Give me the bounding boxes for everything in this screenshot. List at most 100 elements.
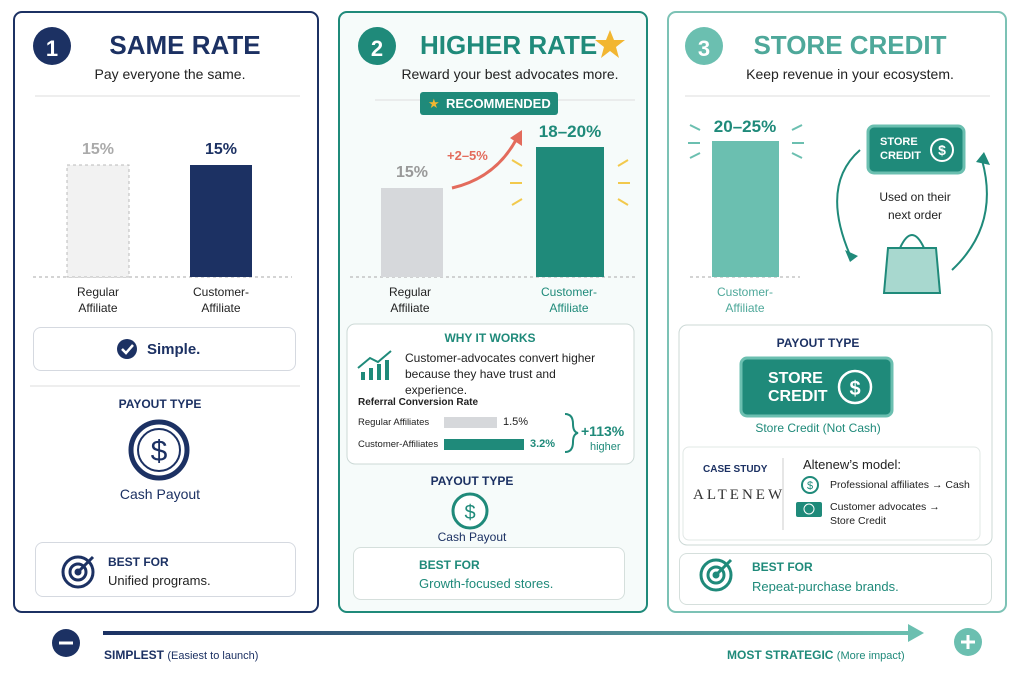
mini-chart-title: Referral Conversion Rate bbox=[358, 397, 479, 408]
dollar-icon bbox=[801, 476, 819, 494]
payout-heading: PAYOUT TYPE bbox=[776, 336, 860, 350]
why-heading: WHY IT WORKS bbox=[444, 331, 536, 345]
highlight-text: Simple. bbox=[147, 341, 201, 358]
dollar-icon bbox=[137, 428, 181, 472]
dollar-icon bbox=[803, 503, 815, 515]
dollar-sign: $ bbox=[464, 502, 475, 524]
panel-subtitle: Keep revenue in your ecosystem. bbox=[746, 66, 954, 82]
panel-subtitle: Reward your best advocates more. bbox=[401, 66, 619, 82]
increase-label: +2–5% bbox=[447, 148, 488, 163]
badge-text: RECOMMENDED bbox=[446, 96, 551, 111]
bar-value: 15% bbox=[395, 164, 429, 181]
panel-frame bbox=[13, 11, 319, 613]
bag-icon bbox=[882, 247, 942, 294]
bar bbox=[712, 141, 779, 277]
row-value: 1.5% bbox=[503, 416, 529, 428]
best-for-heading: BEST FOR bbox=[752, 560, 813, 574]
ticket-text: STORE CREDIT bbox=[880, 136, 921, 162]
number-badge bbox=[33, 27, 71, 65]
bar-value: 15% bbox=[204, 141, 238, 158]
scale-left-note: (Easiest to launch) bbox=[167, 650, 259, 662]
scale-right: MOST STRATEGIC (More impact) bbox=[727, 648, 905, 662]
bar-value: 15% bbox=[81, 141, 115, 158]
dollar-sign: $ bbox=[849, 378, 860, 400]
bar bbox=[444, 439, 524, 450]
why-text: Customer-advocates convert higher becaus… bbox=[405, 351, 596, 397]
growth-icon bbox=[361, 360, 389, 380]
arrow-head bbox=[510, 130, 522, 146]
brace bbox=[564, 413, 579, 453]
dollar-sign: $ bbox=[807, 480, 813, 492]
badge bbox=[420, 92, 558, 115]
scale-line bbox=[103, 631, 911, 635]
bar-label: Regular Affiliate bbox=[76, 285, 120, 315]
panel-subtitle: Pay everyone the same. bbox=[94, 66, 246, 82]
scale-left-label: SIMPLEST bbox=[104, 648, 165, 662]
scale-right-note: (More impact) bbox=[836, 650, 905, 662]
best-for-box bbox=[35, 542, 296, 597]
panel-title: STORE CREDIT bbox=[753, 30, 947, 60]
glow-rays bbox=[510, 159, 630, 206]
bar-label: Customer-Affiliate bbox=[540, 285, 597, 315]
arrow-head bbox=[908, 624, 924, 642]
cycle-note: Used on their next order bbox=[879, 190, 951, 222]
target-icon bbox=[61, 555, 95, 589]
case-model: Altenew’s model: bbox=[803, 457, 902, 472]
payout-heading: PAYOUT TYPE bbox=[118, 397, 202, 411]
best-for-heading: BEST FOR bbox=[108, 555, 169, 569]
bar bbox=[536, 147, 604, 277]
payout-type: Store Credit (Not Cash) bbox=[755, 421, 881, 435]
payout-heading: PAYOUT TYPE bbox=[430, 474, 514, 488]
cycle-arrow bbox=[951, 159, 988, 271]
payout-type: Cash Payout bbox=[119, 486, 201, 502]
scale-right-label: MOST STRATEGIC bbox=[727, 648, 834, 662]
highlight-box bbox=[33, 327, 296, 371]
dollar-icon bbox=[930, 138, 954, 162]
case-logo: ALTENEW bbox=[693, 487, 786, 503]
dollar-sign: $ bbox=[151, 435, 168, 468]
scale-left: SIMPLEST (Easiest to launch) bbox=[104, 648, 258, 662]
payout-type: Cash Payout bbox=[437, 530, 507, 544]
number-badge bbox=[685, 27, 723, 65]
row-value: 3.2% bbox=[530, 438, 556, 450]
lift-note: higher bbox=[590, 441, 621, 453]
bar-label: Regular Affiliate bbox=[388, 285, 432, 315]
arrow-head bbox=[845, 250, 858, 262]
bar bbox=[66, 164, 130, 278]
case-item: Professional affiliates → Cash bbox=[830, 479, 970, 491]
growth-line bbox=[357, 350, 392, 369]
best-for-heading: BEST FOR bbox=[419, 558, 480, 572]
bar-label: Customer-Affiliate bbox=[716, 285, 773, 315]
arrow-head bbox=[976, 152, 990, 165]
best-for-box bbox=[353, 547, 625, 600]
increase-arrow bbox=[451, 139, 518, 190]
panel-title: HIGHER RATE bbox=[420, 30, 598, 60]
badge-star: ★ bbox=[428, 96, 440, 111]
bar bbox=[190, 165, 252, 277]
best-for-text: Repeat-purchase brands. bbox=[752, 579, 899, 594]
number-badge bbox=[358, 27, 396, 65]
ticket-text: STORE CREDIT bbox=[768, 370, 828, 405]
ticket bbox=[739, 356, 894, 418]
panel-number: 1 bbox=[45, 36, 59, 61]
case-item: Customer advocates → Store Credit bbox=[830, 501, 940, 527]
lift-value: +113% bbox=[581, 423, 625, 439]
panel-title: SAME RATE bbox=[109, 30, 261, 60]
dollar-sign: $ bbox=[938, 142, 946, 158]
bar-value: 18–20% bbox=[538, 122, 602, 141]
case-box bbox=[682, 446, 981, 541]
check-mark bbox=[121, 344, 134, 355]
glow-rays bbox=[688, 124, 804, 159]
bar bbox=[381, 188, 443, 277]
case-heading: CASE STUDY bbox=[703, 464, 768, 475]
ticket-icon bbox=[796, 502, 822, 517]
cycle-arrow bbox=[836, 149, 861, 256]
info-box bbox=[346, 323, 635, 465]
best-for-text: Growth-focused stores. bbox=[419, 576, 554, 591]
bag-handle bbox=[899, 234, 925, 249]
best-for-text: Unified programs. bbox=[108, 573, 211, 588]
best-for-box bbox=[679, 553, 992, 605]
star-icon bbox=[595, 30, 625, 58]
